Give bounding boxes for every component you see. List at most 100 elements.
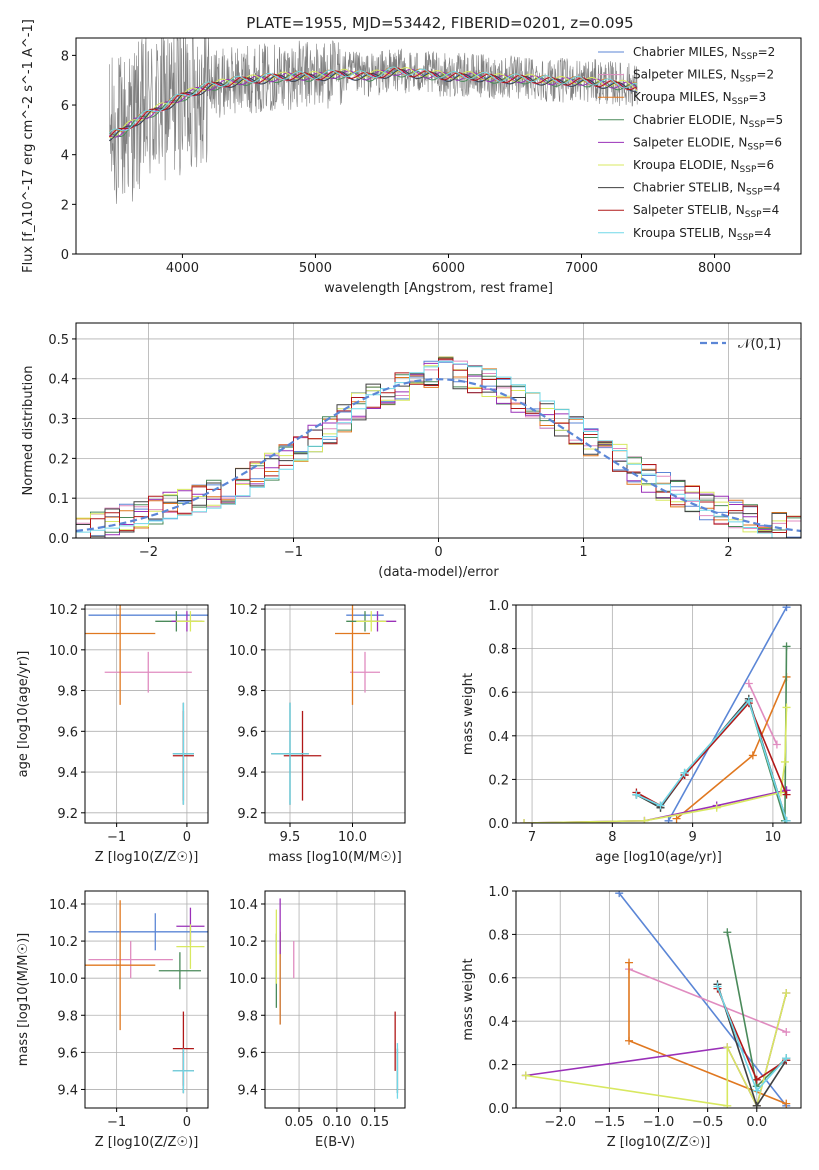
series-marker (672, 814, 681, 823)
age-vs-metallicity-panel: −1 0 9.2 9.4 9.6 9.8 10.0 10.2 Z [log10(Z/Z☉)] ag… (16, 603, 209, 865)
legend-count: =5 (765, 113, 783, 127)
legend-entry: Chabrier MILES, NSSP=2 (633, 45, 775, 62)
series-line-kroupa-elodie (523, 707, 788, 823)
x-tick-label: 8 (608, 830, 616, 845)
y-tick-label: 0.1 (48, 492, 69, 507)
y-tick-label: 10.2 (229, 603, 258, 618)
series-marker (782, 1054, 791, 1063)
y-tick-label: 9.8 (237, 1009, 258, 1024)
series-marker (723, 928, 732, 937)
x-tick-label: 8000 (698, 261, 731, 276)
series-line-salpeter-miles (748, 683, 778, 745)
series-marker (752, 1101, 761, 1108)
axes-frame (515, 604, 802, 824)
errorbar-group (85, 605, 208, 805)
x-tick-label: −0.5 (692, 1115, 724, 1130)
y-tick-label: 9.6 (237, 725, 258, 740)
x-tick-label: 0.10 (322, 1115, 351, 1130)
legend-entry: Chabrier ELODIE, NSSP=5 (633, 113, 783, 130)
series-marker (615, 891, 624, 898)
legend-entry: Kroupa MILES, NSSP=3 (633, 90, 766, 107)
legend-subscript: SSP (740, 75, 757, 85)
series-marker (632, 790, 641, 799)
x-tick-label: 9.5 (280, 830, 301, 845)
legend-subscript: SSP (746, 188, 763, 198)
axes-frame (84, 890, 209, 1109)
series-marker (640, 816, 649, 823)
legend-entry: 𝒩(0,1) (738, 337, 781, 352)
y-tick-label: 10.2 (49, 935, 78, 950)
spectrum-panel: 4000 5000 6000 7000 8000 0 2 4 6 8 wavelength [Ang… (21, 19, 802, 296)
spectrum-curves (108, 38, 638, 204)
legend-entry: Kroupa ELODIE, NSSP=6 (633, 158, 774, 175)
weight-vs-metallicity-panel: −2.0 −1.5 −1.0 −0.5 0.0 0.0 0.2 0.4 0.6 0.8 1.0 Z [… (461, 885, 802, 1150)
legend-subscript: SSP (745, 210, 762, 220)
y-tick-label: 10.0 (49, 644, 78, 659)
series-marker (782, 642, 791, 651)
y-tick-label: 0.5 (48, 333, 69, 348)
y-tick-label: 9.4 (57, 1083, 78, 1098)
errorbar-group (271, 605, 397, 805)
y-tick-label: 9.8 (237, 685, 258, 700)
series-marker (521, 1071, 530, 1080)
series-marker (780, 757, 789, 766)
y-tick-label: 0.0 (48, 532, 69, 547)
errorbar-group (85, 900, 208, 1094)
legend-count: =2 (756, 68, 774, 82)
y-tick-label: 9.6 (57, 1046, 78, 1061)
normal-distribution-curve (76, 378, 801, 533)
y-tick-label: 2 (61, 198, 69, 213)
legend-count: =4 (762, 203, 780, 217)
y-tick-label: 9.8 (57, 1009, 78, 1024)
axes-frame (75, 37, 802, 255)
figure-title: PLATE=1955, MJD=53442, FIBERID=0201, z=0… (246, 14, 633, 32)
y-axis-label: mass weight (461, 958, 476, 1040)
legend-entry: Salpeter STELIB, NSSP=4 (633, 203, 779, 220)
x-tick-label: 0 (434, 545, 442, 560)
y-tick-label: 0.2 (488, 1059, 509, 1074)
model-spectrum-kroupa-stelib (108, 66, 638, 133)
model-spectrum-chabrier-stelib (109, 69, 638, 142)
x-tick-label: 7000 (565, 261, 598, 276)
y-tick-label: 0.4 (488, 730, 509, 745)
mass-vs-metallicity-panel: −1 0 9.4 9.6 9.8 10.0 10.2 10.4 Z [log10(Z/Z☉)] m… (16, 890, 209, 1150)
y-tick-label: 10.4 (229, 898, 258, 913)
legend-subscript: SSP (732, 97, 749, 107)
x-tick-label: 0.05 (285, 1115, 314, 1130)
legend-count: =4 (754, 226, 772, 240)
model-spectrum-kroupa-elodie (109, 67, 638, 139)
series-marker (782, 1099, 791, 1108)
series-marker (782, 816, 791, 823)
x-axis-label: Z [log10(Z/Z☉)] (607, 1135, 711, 1150)
y-tick-label: 9.2 (57, 807, 78, 822)
series-line-kroupa-stelib (636, 699, 788, 822)
y-axis-label: mass weight (461, 673, 476, 755)
legend-subscript: SSP (747, 142, 764, 152)
y-tick-label: 9.4 (57, 766, 78, 781)
x-tick-label: −1.5 (594, 1115, 626, 1130)
y-tick-label: 9.2 (237, 807, 258, 822)
y-tick-label: 9.4 (237, 766, 258, 781)
y-tick-label: 0.0 (488, 1102, 509, 1117)
y-tick-label: 9.6 (237, 1046, 258, 1061)
y-tick-label: 10.2 (49, 603, 78, 618)
series-marker (752, 1075, 761, 1084)
x-tick-label: 0 (183, 1115, 191, 1130)
y-tick-label: 0.2 (488, 773, 509, 788)
legend-subscript: SSP (740, 165, 757, 175)
x-axis-label: mass [log10(M/M☉)] (268, 850, 401, 865)
y-tick-label: 0.2 (48, 452, 69, 467)
series-marker (782, 988, 791, 997)
axes-frame (264, 890, 406, 1109)
x-tick-label: −2.0 (544, 1115, 576, 1130)
legend-entry: Kroupa STELIB, NSSP=4 (633, 226, 771, 243)
series-marker (752, 1086, 761, 1095)
y-tick-label: 9.6 (57, 725, 78, 740)
series-marker (712, 803, 721, 812)
age-vs-mass-panel: 9.5 10.0 9.2 9.4 9.6 9.8 10.0 10.2 mass [log10(M… (229, 603, 406, 865)
x-axis-label: Z [log10(Z/Z☉)] (95, 850, 199, 865)
y-tick-label: 8 (61, 49, 69, 64)
x-tick-label: 10 (765, 830, 782, 845)
x-tick-label: 0.0 (746, 1115, 767, 1130)
